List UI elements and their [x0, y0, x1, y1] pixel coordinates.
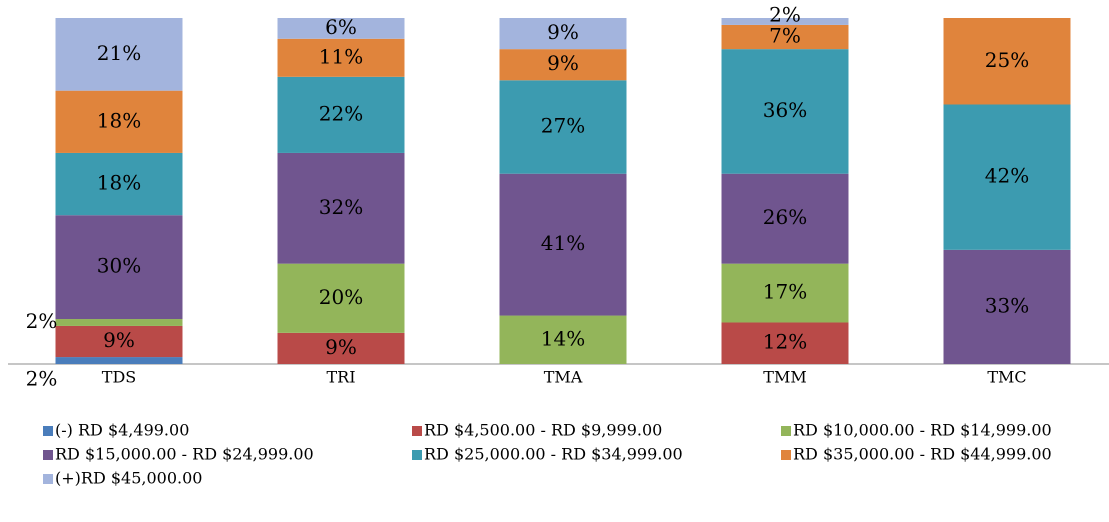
bar-segment	[277, 263, 405, 333]
segment-label: 32%	[319, 195, 363, 219]
bar-segment	[55, 215, 183, 320]
bar-segment	[55, 325, 183, 358]
legend-swatch	[43, 450, 53, 460]
segment-label: 18%	[97, 108, 141, 132]
bar-segment	[277, 332, 405, 364]
bar-segment	[499, 173, 627, 316]
segment-label: 6%	[325, 15, 357, 39]
x-tick-label: TDS	[102, 368, 136, 387]
segment-label: 33%	[985, 293, 1029, 317]
bar-segment	[721, 18, 849, 25]
segment-label: 17%	[763, 280, 807, 304]
segment-label: 21%	[97, 41, 141, 65]
segment-label: 18%	[97, 171, 141, 195]
segment-label: 25%	[985, 48, 1029, 72]
bar-segment	[277, 76, 405, 153]
bar-segment	[55, 319, 183, 326]
segment-label: 12%	[763, 330, 807, 354]
legend-label: RD $35,000.00 - RD $44,999.00	[793, 445, 1052, 464]
legend-label: RD $25,000.00 - RD $34,999.00	[424, 445, 683, 464]
legend-label: (+)RD $45,000.00	[55, 469, 202, 488]
bar-segment	[499, 315, 627, 364]
legend-swatch	[781, 426, 791, 436]
segment-label: 9%	[547, 51, 579, 75]
segment-label: 2%	[769, 3, 801, 27]
segment-label: 26%	[763, 205, 807, 229]
legend-swatch	[43, 474, 53, 484]
bar-segment	[721, 322, 849, 364]
bar-segment	[277, 38, 405, 77]
legend-swatch	[781, 450, 791, 460]
segment-label: 30%	[97, 254, 141, 278]
bar-segment	[499, 80, 627, 174]
segment-label: 9%	[547, 20, 579, 44]
bar-segment	[721, 49, 849, 174]
bar-segment	[55, 357, 183, 364]
x-tick-label: TRI	[326, 368, 355, 387]
bar-segment	[55, 90, 183, 153]
bar-segment	[943, 18, 1071, 105]
segment-label: 11%	[319, 44, 363, 68]
segment-label: 22%	[319, 101, 363, 125]
bar-segment	[499, 18, 627, 50]
x-tick-label: TMC	[987, 368, 1026, 387]
bar-segment	[721, 173, 849, 264]
bar-segment	[277, 152, 405, 264]
segment-label: 27%	[541, 113, 585, 137]
segment-label: 9%	[103, 328, 135, 352]
bar-segment	[721, 24, 849, 50]
segment-label: 14%	[541, 326, 585, 350]
legend-label: RD $10,000.00 - RD $14,999.00	[793, 421, 1052, 440]
bar-segment	[943, 249, 1071, 364]
legend-swatch	[412, 426, 422, 436]
bar-segment	[721, 263, 849, 323]
legend-label: (-) RD $4,499.00	[55, 421, 189, 440]
bar-segment	[277, 18, 405, 39]
bar-segment	[499, 49, 627, 81]
segment-label: 41%	[541, 231, 585, 255]
legend-swatch	[412, 450, 422, 460]
x-tick-label: TMM	[763, 368, 806, 387]
legend-swatch	[43, 426, 53, 436]
segment-label: 7%	[769, 24, 801, 48]
bar-segment	[55, 152, 183, 216]
legend-label: RD $15,000.00 - RD $24,999.00	[55, 445, 314, 464]
segment-label: 2%	[26, 367, 58, 391]
x-tick-label: TMA	[544, 368, 583, 387]
bar-segment	[943, 104, 1071, 250]
segment-label: 36%	[763, 98, 807, 122]
bar-segment	[55, 18, 183, 91]
legend-label: RD $4,500.00 - RD $9,999.00	[424, 421, 662, 440]
segment-label: 20%	[319, 285, 363, 309]
segment-label: 42%	[985, 164, 1029, 188]
segment-label: 2%	[26, 309, 58, 333]
segment-label: 9%	[325, 335, 357, 359]
